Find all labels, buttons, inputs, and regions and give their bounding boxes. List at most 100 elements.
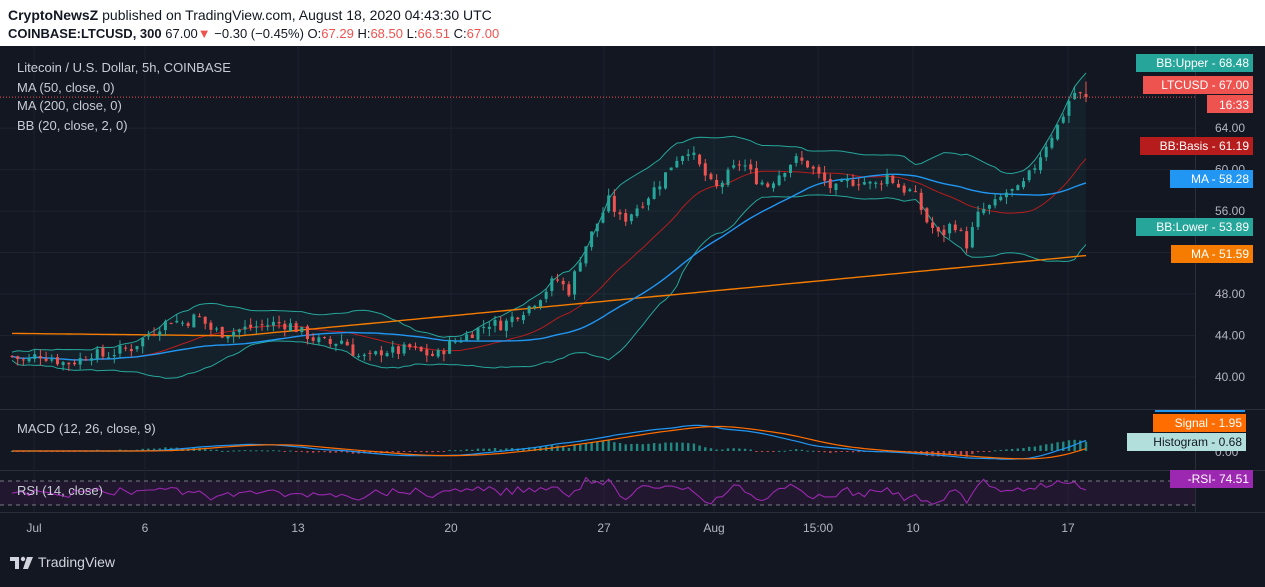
legend-macd[interactable]: MACD (12, 26, close, 9)	[17, 421, 156, 436]
candle-body	[232, 331, 236, 337]
candle-body	[800, 157, 804, 161]
candle-body	[584, 246, 588, 264]
candle-body	[1044, 146, 1048, 158]
series-label-bg	[1143, 76, 1253, 94]
macd-histogram-bar	[294, 451, 298, 452]
chart-area[interactable]: 40.0044.0048.0052.0056.0060.0064.00Jul61…	[0, 46, 1265, 582]
symbol-line: COINBASE:LTCUSD, 300 67.00▼ −0.30 (−0.45…	[8, 26, 499, 41]
legend-ma50[interactable]: MA (50, close, 0)	[17, 80, 115, 95]
macd-histogram-bar	[152, 448, 156, 451]
macd-histogram-bar	[806, 450, 809, 452]
candle-body	[266, 325, 270, 327]
candle-body	[288, 323, 292, 331]
tradingview-logo-icon[interactable]	[9, 553, 35, 571]
candle-body	[305, 326, 309, 340]
macd-histogram-bar	[204, 448, 207, 451]
candle-body	[811, 166, 815, 169]
macd-histogram-bar	[311, 451, 315, 453]
bb-upper-line	[11, 72, 1087, 353]
macd-histogram-bar	[675, 442, 679, 451]
high-label: H:	[357, 26, 371, 41]
macd-histogram-bar	[141, 448, 144, 451]
series-label-4: BB:Lower - 53.89	[1156, 220, 1249, 234]
macd-histogram-bar	[976, 451, 980, 453]
open-label: O:	[307, 26, 322, 41]
footer-brand[interactable]: TradingView	[38, 554, 116, 570]
x-tick-label: Jul	[26, 521, 41, 535]
symbol-name[interactable]: COINBASE:LTCUSD, 300	[8, 26, 162, 41]
candle-body	[351, 344, 355, 356]
macd-histogram-bar	[556, 445, 559, 451]
candle-body	[277, 322, 281, 324]
candle-body	[192, 314, 196, 328]
macd-histogram-bar	[817, 451, 821, 452]
macd-histogram-bar	[715, 449, 718, 451]
macd-histogram-bar	[823, 451, 826, 453]
macd-histogram-bar	[493, 447, 497, 451]
candle-body	[686, 154, 690, 156]
candle-body	[152, 333, 156, 335]
macd-histogram-bar	[772, 451, 775, 452]
candle-body	[243, 326, 247, 330]
legend-ma200[interactable]: MA (200, close, 0)	[17, 98, 122, 113]
candle-body	[465, 334, 469, 341]
candle-body	[726, 169, 730, 185]
macd-histogram-bar	[789, 449, 792, 451]
candle-body	[1073, 92, 1077, 100]
candle-body	[925, 208, 929, 223]
macd-histogram-bar	[760, 451, 764, 452]
candle-body	[419, 346, 423, 352]
candle-body	[675, 160, 679, 168]
macd-histogram-bar	[118, 449, 122, 451]
candle-body	[260, 324, 264, 326]
publisher-name[interactable]: CryptoNewsZ	[8, 7, 99, 23]
macd-histogram-bar	[1033, 446, 1037, 451]
down-arrow-icon: ▼	[197, 26, 211, 41]
candle-body	[169, 323, 173, 325]
macd-histogram-bar	[232, 450, 235, 452]
macd-histogram-bar	[573, 445, 576, 451]
candle-body	[21, 359, 25, 361]
candle-body	[919, 192, 923, 210]
macd-histogram-bar	[993, 450, 997, 452]
macd-histogram-bar	[618, 442, 622, 451]
candle-body	[760, 182, 764, 185]
macd-histogram-bar	[766, 451, 769, 452]
macd-histogram-bar	[1062, 441, 1065, 451]
macd-label-1: Histogram - 0.68	[1153, 435, 1242, 449]
open-value: 67.29	[321, 26, 354, 41]
candle-body	[709, 173, 713, 180]
candle-body	[970, 226, 974, 248]
candle-body	[163, 321, 167, 331]
candle-body	[857, 184, 861, 186]
macd-histogram-bar	[255, 450, 258, 452]
macd-histogram-bar	[488, 448, 491, 451]
price-chart-svg[interactable]: 40.0044.0048.0052.0056.0060.0064.00Jul61…	[0, 46, 1265, 582]
candle-body	[453, 341, 457, 343]
candle-body	[499, 320, 503, 331]
candle-body	[692, 152, 696, 156]
candle-body	[573, 271, 577, 295]
macd-histogram-bar	[454, 450, 457, 452]
candle-body	[10, 355, 14, 357]
candle-body	[203, 316, 207, 324]
candle-body	[442, 350, 446, 355]
candle-body	[641, 206, 645, 208]
y-tick-label: 56.00	[1215, 204, 1245, 218]
candle-body	[129, 349, 133, 352]
legend-bb[interactable]: BB (20, close, 2, 0)	[17, 118, 128, 133]
macd-histogram-bar	[408, 451, 411, 452]
candle-body	[646, 198, 650, 206]
candle-body	[703, 163, 707, 176]
publish-header: CryptoNewsZ published on TradingView.com…	[0, 0, 1265, 46]
macd-histogram-bar	[391, 451, 394, 452]
candle-body	[84, 359, 88, 361]
candle-body	[311, 337, 315, 341]
candle-body	[215, 328, 219, 330]
macd-histogram-bar	[272, 450, 275, 452]
legend-rsi[interactable]: RSI (14, close)	[17, 483, 103, 498]
macd-histogram-bar	[397, 451, 400, 453]
macd-histogram-bar	[687, 443, 690, 451]
candle-body	[334, 343, 338, 346]
bb-basis-line	[11, 158, 1087, 361]
